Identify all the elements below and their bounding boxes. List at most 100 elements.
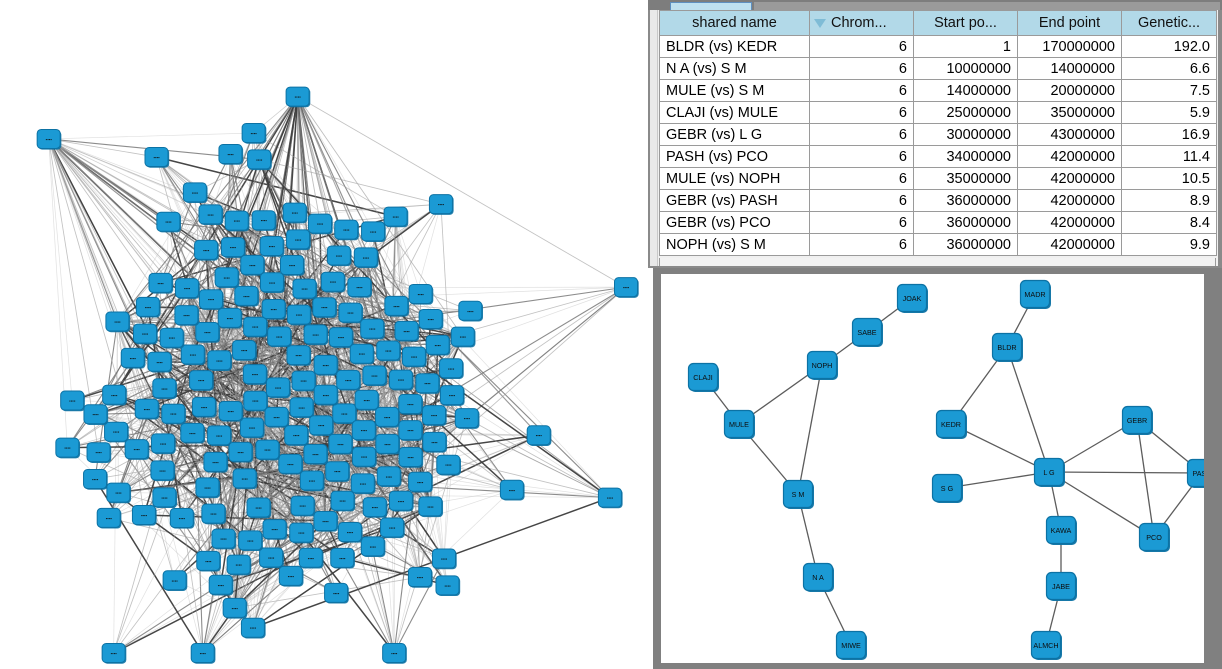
main-node[interactable]: ▪▪▪▪ (259, 547, 284, 569)
main-node[interactable]: ▪▪▪▪ (597, 487, 623, 509)
sub-network-canvas[interactable]: JOAK SABE NOPH CLAJI MULE S M N A MIWE MADR BLDR K… (661, 274, 1204, 663)
sub-node-MULE[interactable]: MULE (723, 409, 756, 440)
main-node[interactable]: ▪▪▪▪ (220, 237, 246, 258)
main-node[interactable]: ▪▪▪▪ (382, 643, 407, 664)
column-header-chromosome[interactable]: Chrom... (809, 10, 914, 36)
main-node[interactable]: ▪▪▪▪ (337, 521, 363, 543)
main-network-panel[interactable]: ▪▪▪▪ ▪▪▪▪ ▪▪▪▪ ▪▪▪▪ ▪▪▪▪ ▪▪▪▪ ▪▪▪▪ ▪▪▪▪ ▪▪▪▪ ▪▪▪▪… (0, 0, 648, 669)
table-cell-shared_name[interactable]: MULE (vs) NOPH (659, 167, 810, 190)
main-node[interactable]: ▪▪▪▪ (243, 390, 268, 412)
main-node[interactable]: ▪▪▪▪ (133, 323, 158, 345)
main-node[interactable]: ▪▪▪▪ (398, 420, 424, 441)
table-cell-shared_name[interactable]: NOPH (vs) S M (659, 233, 810, 256)
table-row[interactable]: CLAJI (vs) MULE 6 25000000 35000000 5.9 (659, 101, 1217, 124)
table-cell-chromosome[interactable]: 6 (809, 57, 914, 80)
column-header-genetic[interactable]: Genetic... (1121, 10, 1217, 36)
main-node[interactable]: ▪▪▪▪ (83, 469, 108, 490)
table-row[interactable]: N A (vs) S M 6 10000000 14000000 6.6 (659, 57, 1217, 80)
table-cell-end_point[interactable]: 42000000 (1017, 167, 1122, 190)
main-node[interactable]: ▪▪▪▪ (422, 431, 448, 453)
main-node[interactable]: ▪▪▪▪ (422, 405, 447, 426)
main-network-canvas[interactable]: ▪▪▪▪ ▪▪▪▪ ▪▪▪▪ ▪▪▪▪ ▪▪▪▪ ▪▪▪▪ ▪▪▪▪ ▪▪▪▪ ▪▪▪▪ ▪▪▪▪… (0, 0, 648, 669)
main-node[interactable]: ▪▪▪▪ (375, 406, 400, 428)
main-node[interactable]: ▪▪▪▪ (439, 385, 465, 406)
main-node[interactable]: ▪▪▪▪ (435, 575, 461, 597)
main-node[interactable]: ▪▪▪▪ (106, 482, 132, 504)
main-node[interactable]: ▪▪▪▪ (243, 316, 268, 338)
main-node[interactable]: ▪▪▪▪ (450, 326, 476, 348)
main-node[interactable]: ▪▪▪▪ (436, 454, 462, 476)
table-cell-start_point[interactable]: 10000000 (913, 57, 1018, 80)
main-node[interactable]: ▪▪▪▪ (174, 305, 200, 326)
main-node[interactable]: ▪▪▪▪ (307, 213, 333, 235)
network-edge[interactable] (797, 364, 823, 495)
network-edge[interactable] (48, 132, 254, 140)
network-edge[interactable] (48, 138, 157, 158)
sub-node-L-G[interactable]: L G (1033, 457, 1066, 488)
network-edge[interactable] (252, 507, 259, 628)
table-cell-shared_name[interactable]: BLDR (vs) KEDR (659, 35, 810, 58)
table-cell-start_point[interactable]: 25000000 (913, 101, 1018, 124)
table-cell-genetic[interactable]: 6.6 (1121, 57, 1217, 80)
main-node[interactable]: ▪▪▪▪ (207, 425, 232, 447)
table-row[interactable]: MULE (vs) S M 6 14000000 20000000 7.5 (659, 79, 1217, 102)
main-node[interactable]: ▪▪▪▪ (208, 574, 234, 596)
table-cell-chromosome[interactable]: 6 (809, 79, 914, 102)
table-cell-shared_name[interactable]: GEBR (vs) PCO (659, 211, 810, 234)
network-edge[interactable] (48, 138, 169, 223)
network-edge[interactable] (296, 434, 389, 477)
table-cell-genetic[interactable]: 10.5 (1121, 167, 1217, 190)
sub-network-panel[interactable]: JOAK SABE NOPH CLAJI MULE S M N A MIWE MADR BLDR K… (653, 268, 1222, 669)
network-edge[interactable] (185, 96, 299, 316)
table-cell-chromosome[interactable]: 6 (809, 101, 914, 124)
network-edge[interactable] (395, 216, 421, 295)
network-edge[interactable] (310, 489, 512, 559)
main-node[interactable]: ▪▪▪▪ (313, 510, 339, 532)
main-node[interactable]: ▪▪▪▪ (151, 433, 176, 455)
main-node[interactable]: ▪▪▪▪ (376, 340, 401, 362)
table-row[interactable]: BLDR (vs) KEDR 6 1 170000000 192.0 (659, 35, 1217, 58)
main-node[interactable]: ▪▪▪▪ (398, 447, 424, 468)
main-node[interactable]: ▪▪▪▪ (251, 210, 277, 231)
network-edge[interactable] (1048, 471, 1155, 538)
main-node[interactable]: ▪▪▪▪ (289, 522, 314, 544)
main-node[interactable]: ▪▪▪▪ (83, 404, 109, 425)
table-cell-start_point[interactable]: 14000000 (913, 79, 1018, 102)
network-edge[interactable] (466, 286, 627, 419)
table-cell-end_point[interactable]: 43000000 (1017, 123, 1122, 146)
network-edge[interactable] (271, 282, 374, 547)
main-node[interactable]: ▪▪▪▪ (415, 373, 441, 394)
main-node[interactable]: ▪▪▪▪ (147, 351, 173, 373)
sub-node-CLAJI[interactable]: CLAJI (687, 362, 720, 393)
table-cell-chromosome[interactable]: 6 (809, 35, 914, 58)
table-row[interactable]: NOPH (vs) S M 6 36000000 42000000 9.9 (659, 233, 1217, 256)
main-node[interactable]: ▪▪▪▪ (120, 347, 146, 369)
main-node[interactable]: ▪▪▪▪ (338, 302, 364, 324)
network-edge[interactable] (1048, 471, 1203, 474)
table-cell-genetic[interactable]: 9.9 (1121, 233, 1217, 256)
table-cell-start_point[interactable]: 35000000 (913, 167, 1018, 190)
main-node[interactable]: ▪▪▪▪ (242, 364, 268, 385)
table-cell-genetic[interactable]: 192.0 (1121, 35, 1217, 58)
main-node[interactable]: ▪▪▪▪ (222, 597, 248, 619)
main-node[interactable]: ▪▪▪▪ (332, 403, 357, 425)
sub-node-JABE[interactable]: JABE (1045, 571, 1078, 602)
main-node[interactable]: ▪▪▪▪ (614, 277, 639, 298)
table-cell-end_point[interactable]: 42000000 (1017, 145, 1122, 168)
main-node[interactable]: ▪▪▪▪ (135, 296, 161, 318)
network-edge[interactable] (1136, 419, 1155, 538)
main-node[interactable]: ▪▪▪▪ (384, 295, 410, 317)
network-edge[interactable] (244, 477, 343, 502)
main-node[interactable]: ▪▪▪▪ (255, 439, 281, 461)
main-node[interactable]: ▪▪▪▪ (408, 283, 434, 305)
network-edge[interactable] (48, 138, 188, 289)
main-node[interactable]: ▪▪▪▪ (232, 340, 257, 361)
main-node[interactable]: ▪▪▪▪ (182, 182, 208, 204)
network-edge[interactable] (297, 96, 627, 288)
network-edge[interactable] (273, 231, 374, 310)
table-cell-end_point[interactable]: 20000000 (1017, 79, 1122, 102)
table-cell-genetic[interactable]: 7.5 (1121, 79, 1217, 102)
network-edge[interactable] (244, 456, 365, 479)
main-node[interactable]: ▪▪▪▪ (124, 439, 150, 460)
network-edge[interactable] (132, 357, 222, 585)
